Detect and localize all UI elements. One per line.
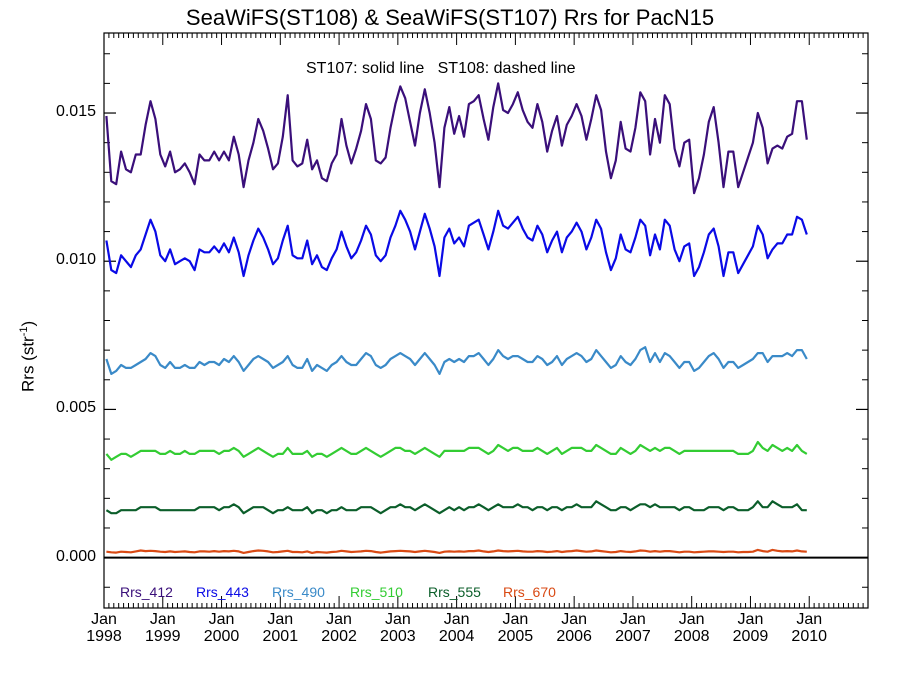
x-tick-label: Jan 2010 — [787, 611, 831, 645]
y-axis-label-sup: -1 — [18, 326, 30, 337]
x-tick-month: Jan — [443, 611, 470, 628]
series-line-rrs-555 — [105, 500, 807, 515]
series-line-rrs-443 — [105, 209, 808, 278]
x-tick-month: Jan — [208, 611, 235, 628]
x-tick-month: Jan — [678, 611, 705, 628]
x-tick-year: 2001 — [262, 628, 299, 645]
x-tick-label: Jan 2003 — [376, 611, 420, 645]
x-tick-year: 1999 — [144, 628, 181, 645]
x-tick-month: Jan — [620, 611, 646, 628]
axes-layer — [103, 32, 869, 609]
y-tick-label: 0.005 — [55, 399, 96, 417]
x-tick-label: Jan 2007 — [611, 611, 655, 645]
x-tick-year: 2000 — [203, 628, 240, 645]
legend-item-rrs-490: Rrs_490 — [272, 584, 325, 600]
x-tick-year: 2003 — [380, 628, 416, 645]
x-tick-month: Jan — [267, 611, 294, 628]
y-tick-label: 0.010 — [55, 251, 96, 269]
x-tick-year: 2002 — [321, 628, 357, 645]
x-tick-year: 2010 — [791, 628, 828, 645]
x-tick-label: Jan 2001 — [258, 611, 302, 645]
x-tick-label: Jan 2009 — [728, 611, 772, 645]
x-tick-label: Jan 2002 — [317, 611, 361, 645]
x-tick-year: 2007 — [615, 628, 651, 645]
x-tick-year: 1998 — [86, 628, 122, 645]
x-tick-month: Jan — [149, 611, 176, 628]
y-tick-label: 0.015 — [55, 103, 96, 121]
legend-item-rrs-443: Rrs_443 — [196, 584, 249, 600]
x-tick-year: 2009 — [732, 628, 769, 645]
plot-frame — [103, 32, 869, 609]
x-tick-label: Jan 2006 — [552, 611, 596, 645]
x-tick-month: Jan — [737, 611, 764, 628]
x-tick-year: 2005 — [497, 628, 534, 645]
legend-item-rrs-412: Rrs_412 — [120, 584, 173, 600]
legend-item-rrs-670: Rrs_670 — [503, 584, 556, 600]
series-line-rrs-510 — [105, 440, 808, 461]
x-tick-label: Jan 2008 — [670, 611, 714, 645]
y-axis-label-main: Rrs (str — [18, 336, 38, 392]
line-style-annotation: ST107: solid line ST108: dashed line — [306, 60, 576, 77]
series-layer — [105, 82, 808, 555]
x-tick-year: 2004 — [438, 628, 475, 645]
x-tick-label: Jan 1999 — [141, 611, 185, 645]
x-tick-month: Jan — [561, 611, 588, 628]
y-tick-label: 0.000 — [55, 547, 96, 565]
series-line-rrs-670 — [106, 548, 807, 555]
x-tick-month: Jan — [384, 611, 411, 628]
x-tick-label: Jan 2005 — [493, 611, 537, 645]
x-tick-label: Jan 2000 — [200, 611, 244, 645]
y-axis-label: Rrs (str-1) — [18, 321, 39, 392]
legend-item-rrs-510: Rrs_510 — [350, 584, 403, 600]
x-tick-month: Jan — [796, 611, 823, 628]
y-axis-label-close: ) — [18, 320, 38, 327]
x-tick-month: Jan — [91, 611, 117, 628]
x-tick-label: Jan 2004 — [435, 611, 479, 645]
x-tick-year: 2008 — [673, 628, 710, 645]
x-tick-month: Jan — [502, 611, 529, 628]
chart-title: SeaWiFS(ST108) & SeaWiFS(ST107) Rrs for … — [185, 5, 715, 30]
x-tick-year: 2006 — [556, 628, 592, 645]
series-line-rrs-490 — [105, 346, 808, 375]
x-tick-month: Jan — [326, 611, 352, 628]
series-line-rrs-412 — [105, 82, 808, 195]
legend-item-rrs-555: Rrs_555 — [428, 584, 481, 600]
x-tick-label: Jan 1998 — [82, 611, 126, 645]
